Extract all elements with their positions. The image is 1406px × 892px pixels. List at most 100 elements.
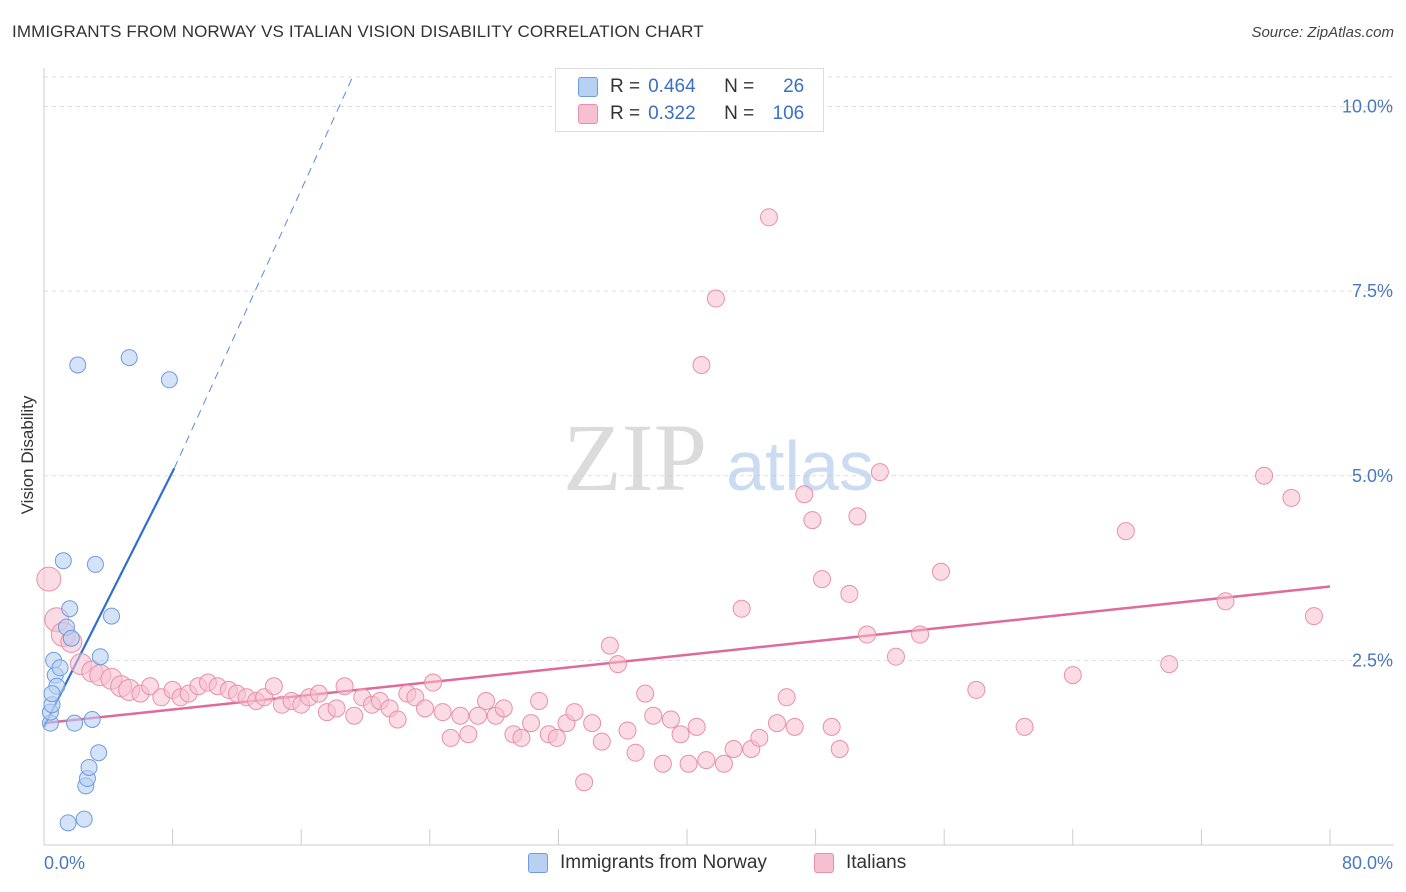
italian-point: [522, 714, 541, 733]
italian-point: [822, 717, 841, 736]
legend-swatch-italians: [578, 104, 598, 124]
italian-point: [931, 562, 950, 581]
norway-trend-line: [43, 467, 176, 728]
italian-point: [795, 485, 814, 504]
italian-point: [653, 754, 672, 773]
x-tick-label: 0.0%: [44, 853, 85, 873]
norway-point: [103, 607, 121, 625]
norway-point: [62, 629, 80, 647]
italian-point: [424, 673, 443, 692]
italian-point: [732, 599, 751, 618]
norway-point: [66, 714, 84, 732]
italian-point: [433, 703, 452, 722]
italian-point: [724, 740, 743, 758]
italian-point: [679, 754, 698, 773]
italian-point: [618, 721, 637, 740]
legend-row-norway: R = 0.464 N = 26: [578, 74, 804, 100]
italian-point: [459, 725, 478, 744]
italian-point: [687, 717, 706, 736]
norway-point: [54, 552, 72, 570]
bottom-legend-norway: Immigrants from Norway: [528, 852, 767, 874]
legend: R = 0.464 N = 26 R = 0.322 N = 106: [555, 68, 824, 132]
norway-point: [160, 371, 178, 389]
norway-point: [43, 685, 61, 703]
italian-point: [706, 289, 725, 308]
legend-swatch-norway: [578, 77, 598, 97]
italian-point: [547, 728, 566, 747]
norway-point: [75, 810, 93, 828]
italian-trend-line: [43, 585, 1331, 725]
norway-point: [61, 600, 79, 618]
italian-point: [530, 692, 549, 710]
bottom-legend-label-norway: Immigrants from Norway: [560, 852, 767, 873]
legend-n-value: 106: [772, 103, 805, 124]
italian-point: [600, 636, 619, 655]
bottom-legend-italians: Italians: [814, 852, 906, 874]
norway-point: [69, 356, 87, 374]
watermark-zip: ZIP: [563, 404, 707, 511]
norway-point: [51, 659, 69, 677]
norway-point: [83, 710, 101, 728]
norway-trend-extension: [173, 76, 354, 469]
bottom-legend-swatch-norway: [528, 853, 548, 873]
italian-point: [840, 584, 859, 603]
italian-point: [714, 754, 733, 773]
legend-r-label: R =: [610, 103, 641, 124]
italian-point: [415, 699, 434, 718]
x-tick-labels: 0.0% 80.0%: [44, 853, 1393, 873]
italian-point: [759, 208, 778, 227]
italian-point: [967, 680, 986, 699]
italian-point: [671, 725, 690, 744]
italian-point: [477, 692, 496, 710]
italian-point: [309, 684, 328, 703]
bottom-legend-label-italians: Italians: [846, 852, 907, 873]
legend-r-value: 0.322: [648, 103, 696, 124]
italian-point: [335, 677, 354, 696]
axes: [43, 68, 1394, 846]
italian-point: [830, 740, 849, 758]
italian-point: [768, 714, 787, 733]
italian-point: [36, 566, 62, 592]
norway-point: [86, 555, 104, 573]
norway-point: [59, 814, 77, 832]
italian-point: [592, 732, 611, 751]
italian-point: [1282, 488, 1301, 507]
x-tick-label: 80.0%: [1342, 853, 1393, 873]
italian-point: [1015, 717, 1034, 736]
italian-point: [1304, 607, 1323, 626]
italian-point: [1255, 466, 1274, 485]
italian-point: [803, 511, 822, 530]
italian-point: [813, 570, 832, 589]
italian-point: [512, 728, 531, 747]
legend-n-value: 26: [783, 76, 805, 97]
italian-point: [858, 625, 877, 644]
italian-point: [848, 507, 867, 526]
italian-point: [469, 706, 488, 725]
italian-point: [1216, 592, 1235, 611]
italian-point: [886, 647, 905, 666]
legend-n-label: N =: [724, 103, 755, 124]
legend-r-value: 0.464: [648, 76, 696, 97]
norway-point: [120, 349, 138, 367]
legend-r-label: R =: [610, 76, 641, 97]
norway-point: [80, 758, 98, 776]
legend-row-italians: R = 0.322 N = 106: [578, 101, 804, 127]
italian-point: [608, 655, 627, 674]
italian-point: [345, 706, 364, 725]
y-tick-label: 10.0%: [1342, 97, 1393, 117]
legend-n-label: N =: [724, 76, 755, 97]
y-axis-label: Vision Disability: [18, 395, 37, 514]
italian-point: [636, 684, 655, 703]
italian-point: [644, 706, 663, 725]
italian-point: [327, 699, 346, 718]
gridlines: [44, 76, 1394, 661]
norway-points: [41, 349, 178, 832]
y-tick-labels: 2.5% 5.0% 7.5% 10.0%: [1342, 97, 1393, 671]
italian-point: [1116, 522, 1135, 541]
italian-point: [388, 710, 407, 729]
y-tick-label: 2.5%: [1352, 650, 1393, 670]
italian-point: [692, 356, 711, 374]
norway-point: [91, 648, 109, 666]
italian-point: [141, 677, 160, 696]
